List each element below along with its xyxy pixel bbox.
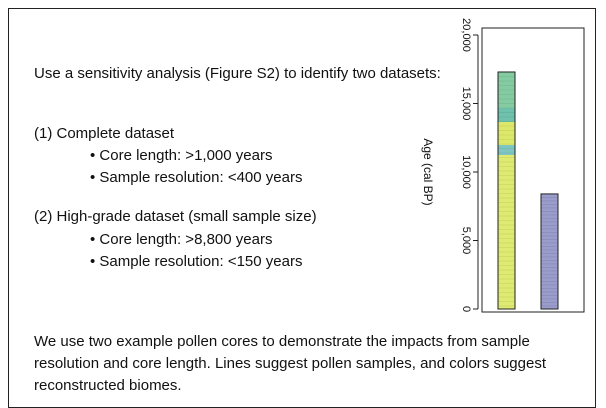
plot-box: [481, 27, 585, 313]
biome-segment: [498, 71, 515, 109]
y-tick-label: 20,000: [460, 18, 472, 52]
y-tick-label: 15,000: [460, 87, 472, 121]
core-bar: [497, 71, 516, 310]
bullet: • Core length: >8,800 years: [90, 231, 273, 248]
criterion: Core length: >1,000 years: [99, 147, 273, 164]
y-tick-label: 10,000: [460, 155, 472, 189]
criterion: Core length: >8,800 years: [99, 231, 273, 248]
criterion: Sample resolution: <150 years: [99, 253, 303, 270]
biome-segment: [541, 193, 558, 309]
biome-segment: [498, 108, 515, 122]
y-tick-label: 0: [460, 306, 472, 312]
core-bar: [540, 193, 559, 310]
bullet: • Sample resolution: <400 years: [90, 169, 303, 186]
dataset-label: (1) Complete dataset: [34, 125, 175, 142]
bullet: • Core length: >1,000 years: [90, 147, 273, 164]
biome-segment: [498, 145, 515, 156]
criterion: Sample resolution: <400 years: [99, 169, 303, 186]
biome-segment: [498, 121, 515, 146]
y-axis-label: Age (cal BP): [421, 138, 435, 205]
bullet: • Sample resolution: <150 years: [90, 253, 303, 270]
caption: We use two example pollen cores to demon…: [34, 333, 546, 394]
biome-segment: [498, 155, 515, 309]
dataset-label: (2) High-grade dataset (small sample siz…: [34, 208, 317, 225]
intro: Use a sensitivity analysis (Figure S2) t…: [34, 65, 441, 82]
y-tick-label: 5,000: [460, 227, 472, 255]
